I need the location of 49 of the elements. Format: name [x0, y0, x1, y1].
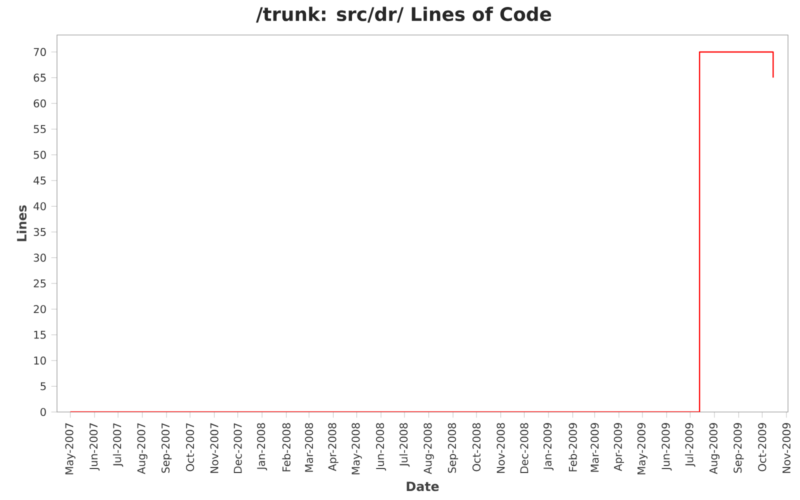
x-tick-label: Sep-2008	[448, 423, 458, 473]
x-tick-label: Aug-2007	[137, 423, 148, 474]
x-tick-label: Apr-2009	[614, 423, 624, 472]
x-tick-label: Oct-2008	[472, 423, 481, 472]
x-tick-label: Dec-2008	[520, 423, 528, 473]
x-tick-label: May-2009	[637, 423, 648, 474]
y-tick-label: 60	[34, 99, 46, 108]
y-tick-label: 10	[34, 356, 46, 365]
y-tick-label: 20	[34, 305, 46, 314]
y-tick-label: 55	[34, 125, 46, 134]
x-tick-label: Feb-2008	[282, 423, 290, 472]
y-tick-label: 40	[34, 202, 46, 210]
x-tick-label: Apr-2008	[328, 423, 338, 472]
x-tick-label: Jul-2009	[685, 423, 696, 467]
x-tick-label: Mar-2009	[590, 423, 599, 472]
x-tick-label: Jul-2007	[112, 423, 124, 467]
x-tick-label: Aug-2008	[424, 423, 434, 474]
x-tick-label: Jul-2008	[399, 423, 410, 467]
x-tick-label: Dec-2007	[234, 423, 242, 473]
y-tick-label: 0	[40, 408, 46, 416]
x-tick-label: Nov-2007	[210, 423, 218, 473]
y-tick-label: 70	[34, 48, 46, 56]
x-tick-label: Oct-2007	[186, 423, 194, 472]
y-tick-label: 45	[34, 176, 46, 185]
x-axis-title: Date	[406, 482, 439, 492]
y-tick-label: 35	[34, 228, 46, 236]
x-tick-label: Oct-2009	[758, 423, 766, 472]
x-tick-label: Feb-2009	[568, 423, 577, 472]
x-tick-label: May-2007	[65, 423, 76, 474]
y-tick-label: 5	[40, 382, 46, 390]
x-tick-label: May-2008	[352, 423, 362, 474]
y-tick-label: 25	[34, 279, 46, 288]
x-tick-label: Jun-2009	[662, 423, 672, 471]
x-tick-label: Jan-2009	[543, 423, 554, 470]
x-tick-label: Jun-2008	[376, 423, 386, 471]
x-tick-label: Nov-2008	[496, 423, 505, 473]
y-tick-label: 65	[34, 74, 46, 82]
x-tick-label: Jan-2008	[257, 423, 268, 470]
chart-title: /trunk: src/dr/ Lines of Code	[256, 6, 552, 23]
x-tick-label: Sep-2007	[161, 423, 172, 473]
y-tick-label: 30	[34, 254, 46, 262]
x-tick-label: Aug-2009	[709, 423, 720, 474]
y-axis-title: Lines	[16, 205, 27, 242]
x-tick-label: Sep-2009	[734, 423, 744, 473]
x-tick-label: Mar-2008	[304, 423, 314, 472]
x-tick-label: Jun-2007	[90, 423, 100, 471]
y-tick-label: 15	[34, 330, 46, 339]
y-tick-label: 50	[34, 150, 46, 159]
x-tick-label: Nov-2009	[782, 423, 790, 473]
